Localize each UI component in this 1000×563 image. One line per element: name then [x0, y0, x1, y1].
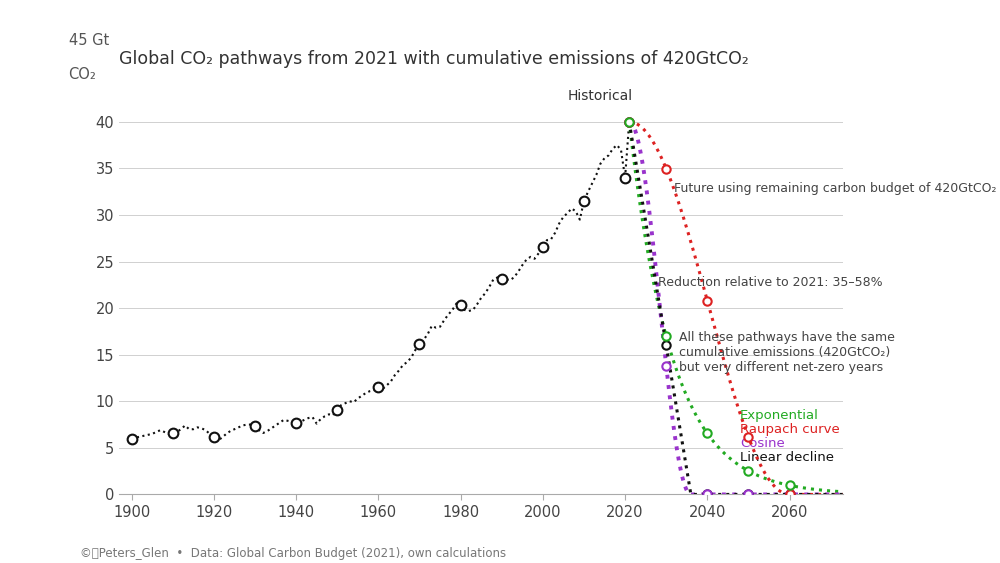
Text: ©ⓉPeters_Glen  •  Data: Global Carbon Budget (2021), own calculations: ©ⓉPeters_Glen • Data: Global Carbon Budg…	[80, 547, 506, 560]
Text: Cosine: Cosine	[740, 437, 785, 450]
Text: Exponential: Exponential	[740, 409, 819, 422]
Text: CO₂: CO₂	[69, 67, 96, 82]
Text: Linear decline: Linear decline	[740, 450, 834, 464]
Text: 45 Gt: 45 Gt	[69, 33, 109, 48]
Text: Historical: Historical	[568, 89, 633, 103]
Text: Raupach curve: Raupach curve	[740, 423, 840, 436]
Text: Reduction relative to 2021: 35–58%: Reduction relative to 2021: 35–58%	[658, 275, 883, 288]
Text: All these pathways have the same
cumulative emissions (420GtCO₂)
but very differ: All these pathways have the same cumulat…	[679, 332, 894, 374]
Text: Future using remaining carbon budget of 420GtCO₂: Future using remaining carbon budget of …	[674, 182, 997, 195]
Text: Global CO₂ pathways from 2021 with cumulative emissions of 420GtCO₂: Global CO₂ pathways from 2021 with cumul…	[119, 50, 749, 68]
